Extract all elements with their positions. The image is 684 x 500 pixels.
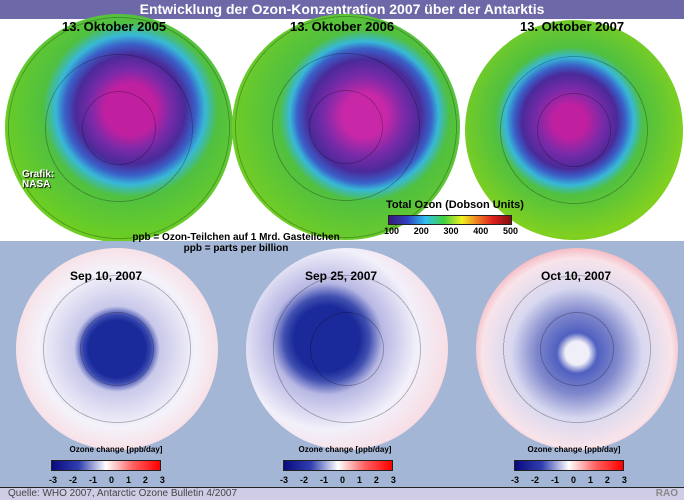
- ozone-change-legend-title: Ozone change [ppb/day]: [527, 445, 621, 454]
- ozone-map-2005: [5, 14, 233, 242]
- ozone-change-map-sep10: [16, 248, 218, 450]
- rao-logo: RAO: [655, 488, 678, 499]
- ozone-change-ticks: -3 -2 -1 0 1 2 3: [511, 475, 627, 485]
- ozone-map-2007: [465, 20, 683, 240]
- date-label: 13. Oktober 2007: [520, 19, 625, 34]
- total-ozone-colorbar: [388, 215, 512, 225]
- page-title: Entwicklung der Ozon-Konzentration 2007 …: [0, 0, 684, 19]
- ozone-change-ticks: -3 -2 -1 0 1 2 3: [280, 475, 396, 485]
- ozone-change-ticks: -3 -2 -1 0 1 2 3: [49, 475, 165, 485]
- ozone-change-colorbar: [514, 460, 624, 471]
- ozone-map-2006: [232, 14, 460, 240]
- date-label: 13. Oktober 2006: [290, 19, 395, 34]
- ppb-note: ppb = Ozon-Teilchen auf 1 Mrd. Gasteilch…: [132, 232, 340, 254]
- map-date: Sep 25, 2007: [305, 269, 378, 283]
- source-text: Quelle: WHO 2007, Antarctic Ozone Bullet…: [8, 488, 238, 499]
- map-date: Sep 10, 2007: [70, 269, 143, 283]
- map-date: Oct 10, 2007: [541, 269, 612, 283]
- ozone-change-map-oct10: [476, 248, 678, 450]
- footer: Quelle: WHO 2007, Antarctic Ozone Bullet…: [0, 487, 684, 500]
- ozone-change-colorbar: [51, 460, 161, 471]
- total-ozone-ticks: 100 200 300 400 500: [384, 226, 518, 236]
- date-label: 13. Oktober 2005: [62, 19, 167, 34]
- ozone-change-map-sep25: [246, 248, 448, 450]
- ozone-change-legend-title: Ozone change [ppb/day]: [298, 445, 392, 454]
- credit: Grafik: NASA: [22, 169, 55, 190]
- ozone-change-colorbar: [283, 460, 393, 471]
- ozone-change-legend-title: Ozone change [ppb/day]: [69, 445, 163, 454]
- total-ozone-legend-title: Total Ozon (Dobson Units): [386, 199, 524, 211]
